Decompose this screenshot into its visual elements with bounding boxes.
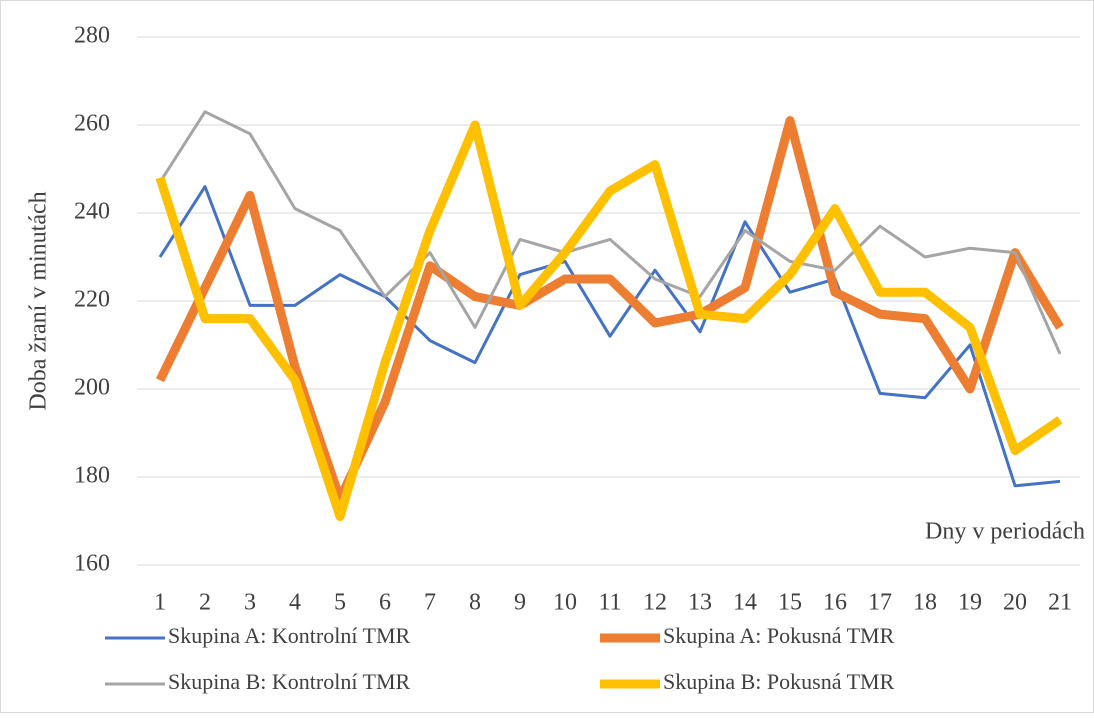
- x-tick-label: 12: [643, 590, 667, 616]
- x-tick-label: 20: [1003, 590, 1027, 616]
- x-tick-label: 17: [868, 590, 892, 616]
- series-line: [158, 185, 1061, 488]
- x-tick-label: 7: [424, 590, 436, 616]
- y-tick-label: 240: [74, 199, 110, 225]
- x-tick-label: 14: [733, 590, 757, 616]
- y-tick-label: 220: [74, 287, 110, 313]
- x-tick-label: 11: [598, 590, 621, 616]
- series-line: [155, 116, 1064, 504]
- x-tick-label: 1: [154, 590, 166, 616]
- y-tick-label: 200: [74, 375, 110, 401]
- y-tick-label: 160: [74, 551, 110, 577]
- x-tick-label: 9: [514, 590, 526, 616]
- legend-label: Skupina A: Pokusná TMR: [663, 623, 895, 648]
- x-tick-label: 15: [778, 590, 802, 616]
- series-line: [158, 110, 1062, 355]
- y-tick-label: 280: [74, 23, 110, 49]
- x-tick-label: 18: [913, 590, 937, 616]
- x-tick-label: 13: [688, 590, 712, 616]
- x-tick-label: 5: [334, 590, 346, 616]
- x-tick-label: 8: [469, 590, 481, 616]
- legend-label: Skupina B: Pokusná TMR: [663, 669, 895, 694]
- x-tick-label: 6: [379, 590, 391, 616]
- y-tick-label: 180: [74, 463, 110, 489]
- x-tick-label: 3: [244, 590, 256, 616]
- x-tick-label: 4: [289, 590, 301, 616]
- x-axis-label: Dny v periodách: [925, 519, 1085, 545]
- x-tick-label: 16: [823, 590, 847, 616]
- y-tick-label: 260: [74, 111, 110, 137]
- y-axis-label: Doba žraní v minutách: [26, 191, 52, 410]
- x-tick-label: 21: [1048, 590, 1072, 616]
- x-tick-label: 10: [553, 590, 577, 616]
- series-line: [155, 120, 1063, 522]
- legend-label: Skupina A: Kontrolní TMR: [168, 623, 411, 648]
- x-tick-label: 2: [199, 590, 211, 616]
- legend-label: Skupina B: Kontrolní TMR: [168, 669, 411, 694]
- x-tick-label: 19: [958, 590, 982, 616]
